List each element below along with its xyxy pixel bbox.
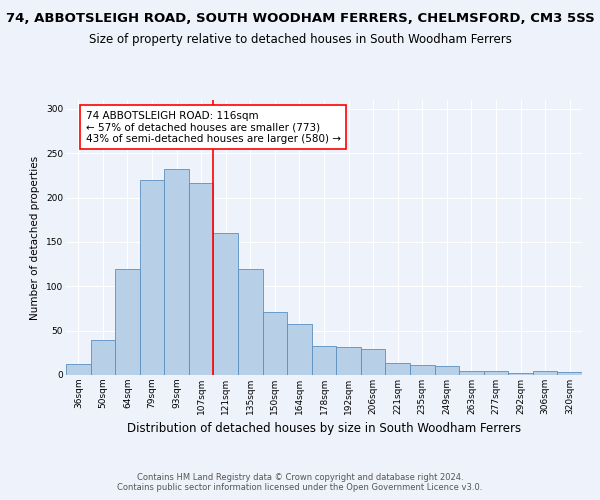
Bar bbox=[263, 312, 287, 375]
Text: Size of property relative to detached houses in South Woodham Ferrers: Size of property relative to detached ho… bbox=[89, 32, 511, 46]
Bar bbox=[238, 270, 263, 375]
Bar bbox=[287, 324, 312, 375]
Text: Contains HM Land Registry data © Crown copyright and database right 2024.: Contains HM Land Registry data © Crown c… bbox=[137, 472, 463, 482]
Bar bbox=[484, 372, 508, 375]
X-axis label: Distribution of detached houses by size in South Woodham Ferrers: Distribution of detached houses by size … bbox=[127, 422, 521, 436]
Text: 74, ABBOTSLEIGH ROAD, SOUTH WOODHAM FERRERS, CHELMSFORD, CM3 5SS: 74, ABBOTSLEIGH ROAD, SOUTH WOODHAM FERR… bbox=[5, 12, 595, 26]
Text: Contains public sector information licensed under the Open Government Licence v3: Contains public sector information licen… bbox=[118, 484, 482, 492]
Bar bbox=[385, 362, 410, 375]
Bar bbox=[533, 372, 557, 375]
Bar bbox=[66, 364, 91, 375]
Bar bbox=[361, 350, 385, 375]
Bar bbox=[91, 340, 115, 375]
Bar bbox=[336, 346, 361, 375]
Bar bbox=[164, 169, 189, 375]
Bar bbox=[557, 372, 582, 375]
Text: 74 ABBOTSLEIGH ROAD: 116sqm
← 57% of detached houses are smaller (773)
43% of se: 74 ABBOTSLEIGH ROAD: 116sqm ← 57% of det… bbox=[86, 110, 341, 144]
Y-axis label: Number of detached properties: Number of detached properties bbox=[31, 156, 40, 320]
Bar bbox=[434, 366, 459, 375]
Bar bbox=[214, 233, 238, 375]
Bar bbox=[410, 365, 434, 375]
Bar bbox=[189, 182, 214, 375]
Bar bbox=[115, 270, 140, 375]
Bar bbox=[140, 180, 164, 375]
Bar bbox=[312, 346, 336, 375]
Bar bbox=[459, 370, 484, 375]
Bar bbox=[508, 373, 533, 375]
